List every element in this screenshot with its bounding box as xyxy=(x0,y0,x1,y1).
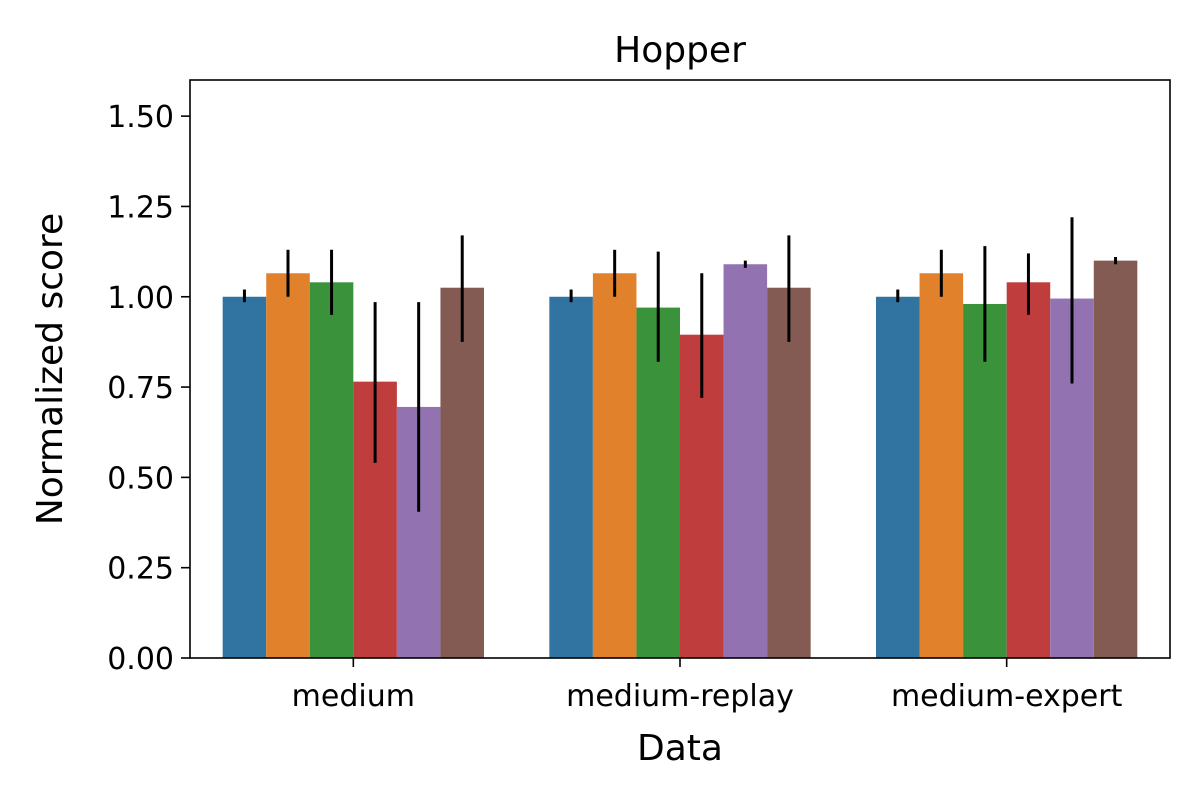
bar-medium-series-1 xyxy=(222,296,267,658)
x-tick-label-medium: medium xyxy=(292,679,415,714)
bar-medium-replay-series-3 xyxy=(636,307,680,658)
bar-medium-replay-series-6 xyxy=(767,287,811,658)
y-tick-label: 1.50 xyxy=(107,100,174,135)
bar-medium-replay-series-2 xyxy=(592,273,637,658)
chart-title: Hopper xyxy=(614,30,746,71)
bar-medium-expert-series-6 xyxy=(1093,260,1138,658)
x-axis-title: Data xyxy=(637,728,723,769)
bar-medium-expert-series-3 xyxy=(963,303,1007,658)
y-tick-label: 0.25 xyxy=(107,552,174,587)
bar-medium-replay-series-5 xyxy=(723,264,768,658)
y-tick-label: 0.50 xyxy=(107,461,174,496)
x-tick-label-medium-replay: medium-replay xyxy=(566,679,794,714)
y-axis-title: Normalized score xyxy=(30,213,71,525)
y-axis: 0.00 0.25 0.50 0.75 1.00 1.25 1.50 xyxy=(107,100,190,677)
bars-layer xyxy=(222,260,1138,658)
bar-medium-series-3 xyxy=(309,282,354,658)
y-tick-label: 1.00 xyxy=(107,281,174,316)
bar-medium-expert-series-2 xyxy=(919,273,964,658)
x-tick-label-medium-expert: medium-expert xyxy=(891,679,1123,714)
bar-medium-series-6 xyxy=(440,287,484,658)
y-tick-label: 1.25 xyxy=(107,190,174,225)
bar-medium-series-2 xyxy=(266,273,310,658)
x-axis: medium medium-replay medium-expert xyxy=(292,658,1123,714)
error-bars-layer xyxy=(242,217,1118,512)
y-tick-label: 0.00 xyxy=(107,642,174,677)
bar-medium-expert-series-4 xyxy=(1006,282,1051,658)
y-tick-label: 0.75 xyxy=(107,371,174,406)
bar-medium-expert-series-1 xyxy=(876,296,920,658)
bar-medium-replay-series-1 xyxy=(549,296,593,658)
